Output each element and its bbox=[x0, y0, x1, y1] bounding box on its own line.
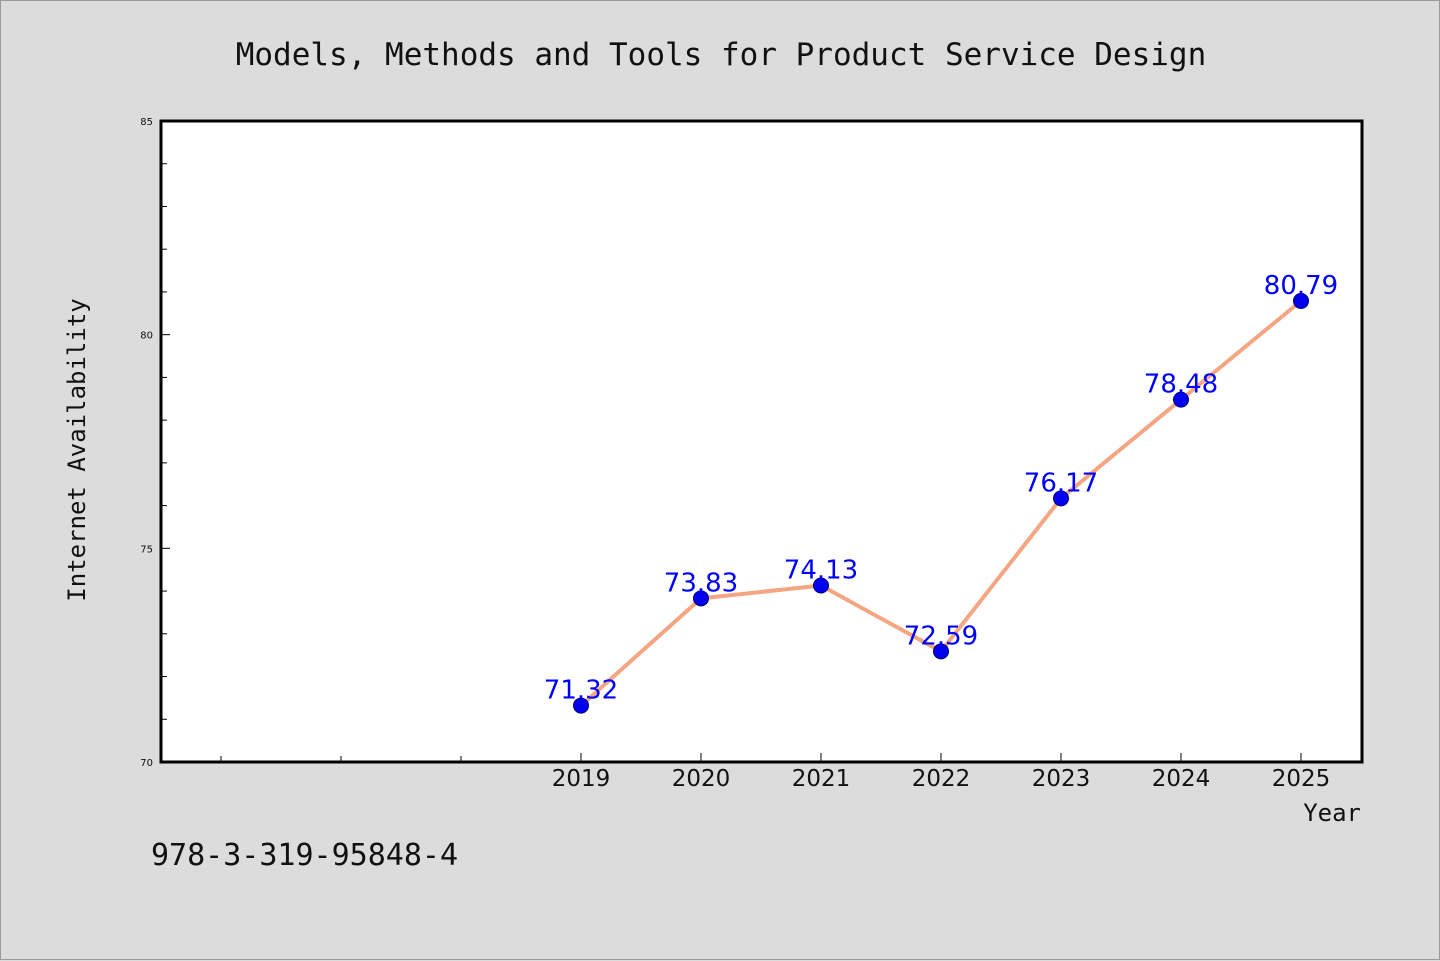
x-axis-label: Year bbox=[1303, 799, 1361, 827]
y-tick-label: 70 bbox=[140, 758, 153, 769]
data-label: 73.83 bbox=[664, 568, 738, 598]
x-tick-label: 2021 bbox=[792, 766, 851, 792]
x-tick-label: 2019 bbox=[552, 766, 611, 792]
data-label: 78.48 bbox=[1144, 370, 1218, 400]
y-axis-label: Internet Availability bbox=[63, 298, 91, 601]
data-point bbox=[1053, 490, 1069, 507]
data-point bbox=[573, 697, 589, 714]
data-point bbox=[813, 577, 829, 594]
data-labels: 71.32 73.83 74.13 72.59 76.17 78.48 80.79 bbox=[544, 271, 1338, 706]
data-point bbox=[1293, 292, 1309, 309]
y-tick-label: 85 bbox=[140, 117, 153, 128]
isbn-text: 978-3-319-95848-4 bbox=[151, 838, 458, 873]
data-point bbox=[1173, 391, 1189, 408]
data-label: 74.13 bbox=[784, 556, 858, 586]
y-tick-label: 80 bbox=[140, 331, 153, 342]
x-tick-label: 2025 bbox=[1272, 766, 1331, 792]
data-point bbox=[933, 643, 949, 660]
x-tick-label: 2022 bbox=[912, 766, 971, 792]
y-tick-label: 75 bbox=[140, 544, 153, 555]
plot-area bbox=[161, 121, 1362, 762]
data-label: 71.32 bbox=[544, 676, 618, 706]
x-tick-label: 2024 bbox=[1152, 766, 1211, 792]
x-tick-label: 2020 bbox=[672, 766, 731, 792]
data-label: 72.59 bbox=[904, 621, 978, 651]
x-tick-label: 2023 bbox=[1032, 766, 1091, 792]
plot-frame bbox=[159, 119, 1364, 764]
chart-title: Models, Methods and Tools for Product Se… bbox=[236, 37, 1207, 73]
data-point bbox=[693, 590, 709, 607]
x-axis-ticks: 2019 2020 2021 2022 2023 2024 2025 bbox=[220, 753, 1331, 792]
data-points bbox=[573, 292, 1309, 714]
data-label: 80.79 bbox=[1264, 271, 1338, 301]
data-label: 76.17 bbox=[1024, 468, 1098, 498]
